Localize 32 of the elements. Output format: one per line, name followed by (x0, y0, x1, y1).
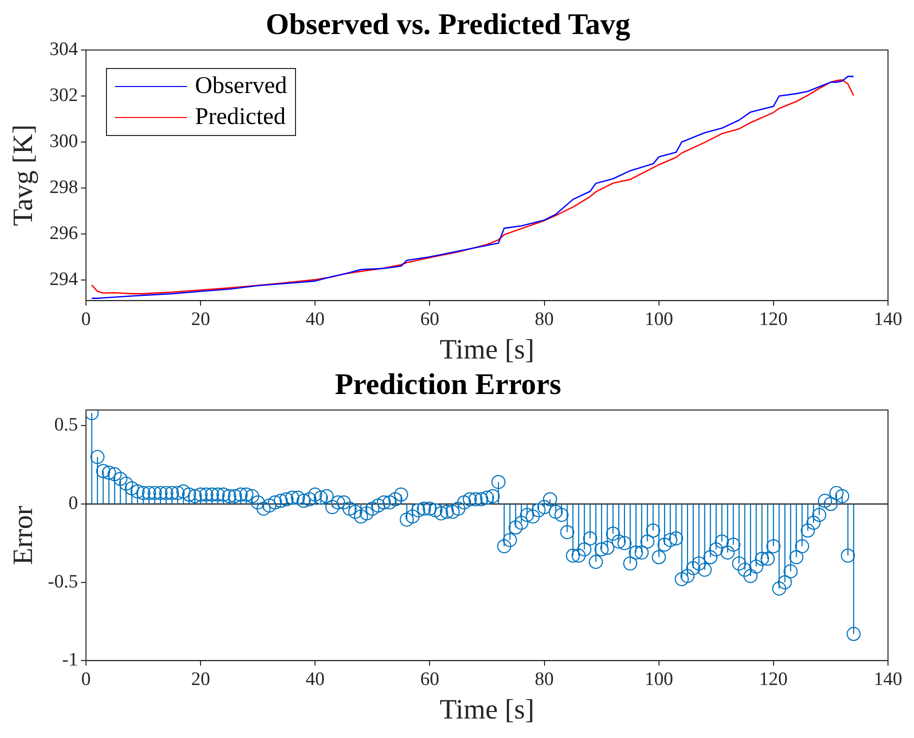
y-tick-label: -0.5 (48, 571, 78, 592)
x-tick-label: 120 (759, 308, 788, 330)
y-tick-label: 298 (50, 176, 78, 198)
x-tick-label: 120 (759, 668, 788, 690)
x-tick-label: 20 (191, 668, 210, 690)
x-tick-label: 80 (534, 668, 554, 690)
y-axis-title: Tavg [K] (8, 124, 40, 226)
y-tick-label: 304 (50, 38, 78, 60)
y-tick-label: 0.5 (54, 414, 78, 436)
x-tick-label: 100 (644, 308, 674, 330)
x-tick-label: 80 (534, 308, 554, 330)
x-tick-label: 20 (191, 308, 210, 330)
x-tick-label: 40 (306, 308, 325, 330)
y-tick-label: 0 (68, 492, 78, 514)
chart-title: Prediction Errors (334, 368, 562, 401)
x-tick-label: 140 (874, 308, 902, 330)
x-tick-label: 100 (644, 668, 674, 690)
y-tick-label: 300 (50, 130, 78, 152)
x-tick-label: 40 (306, 668, 325, 690)
legend-label: Predicted (195, 104, 286, 131)
y-tick-label: 296 (50, 222, 78, 244)
x-tick-label: 140 (874, 668, 902, 690)
chart-title: Observed vs. Predicted Tavg (266, 8, 630, 41)
x-tick-label: 60 (420, 308, 440, 330)
y-tick-label: -1 (62, 650, 78, 671)
x-axis-title: Time [s] (440, 694, 534, 726)
y-axis-title: Error (8, 505, 40, 565)
x-tick-label: 60 (420, 668, 440, 690)
y-tick-label: 302 (50, 84, 78, 106)
y-tick-label: 294 (50, 268, 78, 290)
x-axis-title: Time [s] (440, 334, 534, 366)
legend-label: Observed (195, 73, 287, 100)
